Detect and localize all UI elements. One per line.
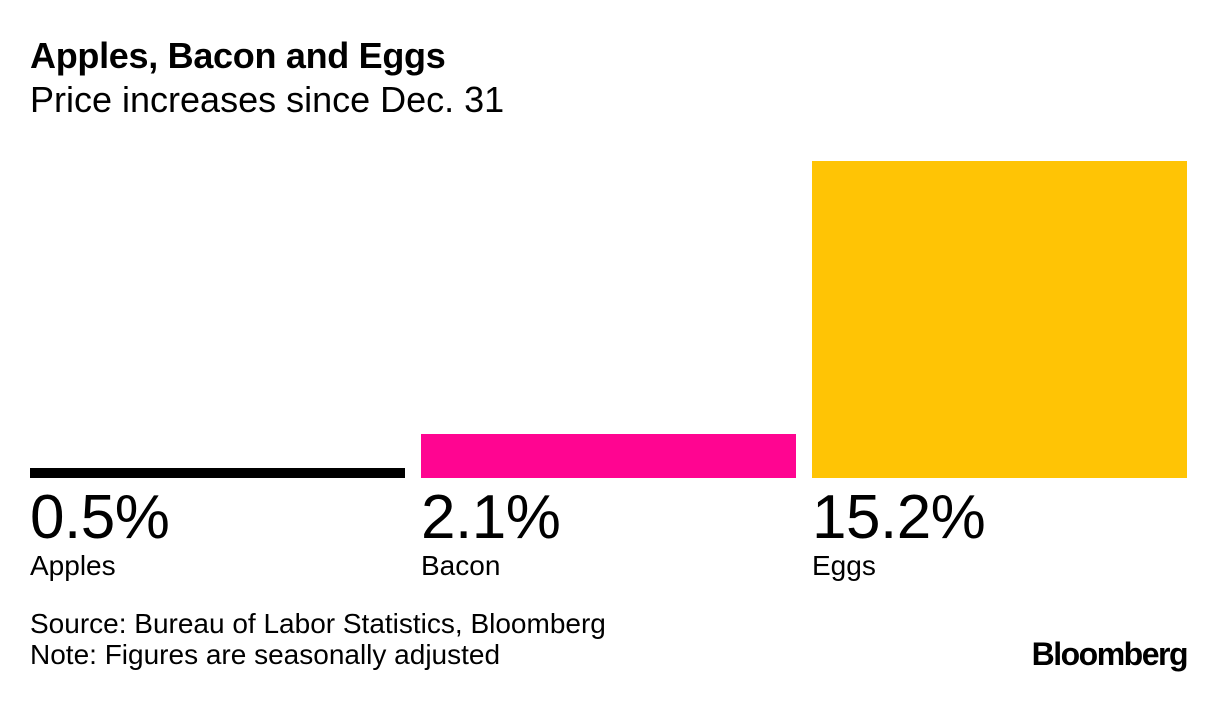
bar-value-label: 15.2% <box>812 482 986 552</box>
chart-title: Apples, Bacon and Eggs <box>30 35 446 76</box>
chart-footer: Source: Bureau of Labor Statistics, Bloo… <box>30 608 1189 672</box>
note-text: Note: Figures are seasonally adjusted <box>30 638 501 670</box>
bar-track <box>812 160 1187 478</box>
bar-track <box>421 161 796 478</box>
source-note-block: Source: Bureau of Labor Statistics, Bloo… <box>30 608 606 670</box>
bar-column-apples: 0.5% Apples <box>30 161 405 580</box>
bar-eggs <box>812 160 1187 478</box>
bar-bacon <box>421 433 796 478</box>
source-text: Source: Bureau of Labor Statistics, Bloo… <box>30 607 606 639</box>
bloomberg-logo: Bloomberg <box>1031 635 1189 672</box>
bar-chart: 0.5% Apples 2.1% Bacon 15.2% Eggs <box>30 160 1187 581</box>
bar-category-label: Eggs <box>812 549 876 581</box>
bar-category-label: Bacon <box>421 549 501 581</box>
bar-column-eggs: 15.2% Eggs <box>812 160 1187 581</box>
bar-apples <box>30 467 405 478</box>
bar-value-label: 0.5% <box>30 482 170 552</box>
chart-subtitle: Price increases since Dec. 31 <box>30 78 505 120</box>
chart-header: Apples, Bacon and Eggs Price increases s… <box>30 36 1187 121</box>
bar-category-label: Apples <box>30 549 116 581</box>
bar-column-bacon: 2.1% Bacon <box>421 161 796 580</box>
bar-value-label: 2.1% <box>421 482 561 552</box>
bar-track <box>30 161 405 478</box>
